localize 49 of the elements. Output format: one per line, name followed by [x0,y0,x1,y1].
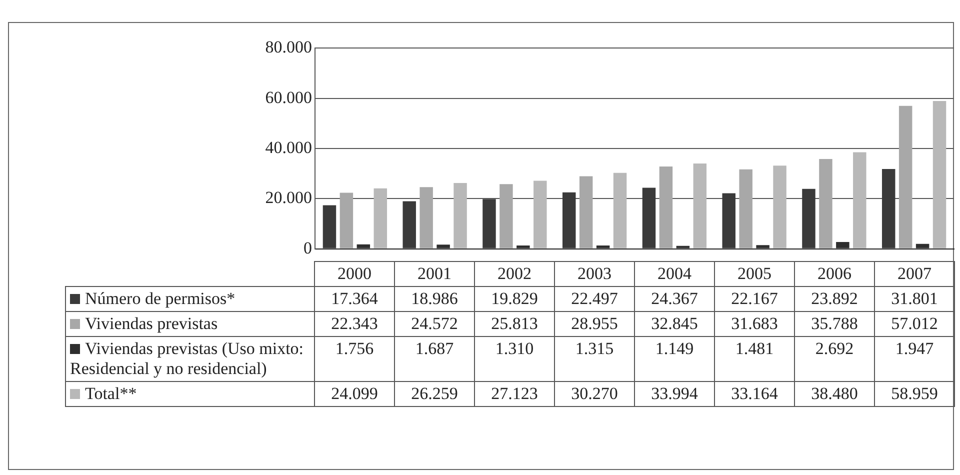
data-label: 27.123 [474,382,554,406]
data-label: 35.788 [794,312,874,336]
x-tick-label: 2006 [794,262,874,286]
data-label: 17.364 [314,286,394,312]
data-label: 24.099 [314,382,394,406]
data-label: 2.692 [794,336,874,382]
legend-label: Viviendas previstas [66,312,314,336]
data-label: 38.480 [794,382,874,406]
y-tick-label: 0 [304,238,312,258]
y-tick-label: 40.000 [265,138,312,157]
legend-label: Número de permisos* [66,286,314,312]
data-label: 58.959 [874,382,954,406]
y-tick-label: 60.000 [265,88,312,107]
data-label: 33.994 [634,382,714,406]
data-label: 31.801 [874,286,954,312]
y-tick-label: 80.000 [265,38,312,57]
data-label: 24.572 [394,312,474,336]
legend-label: Viviendas previstas (Uso mixto: Residencial y no residencial) [66,336,314,382]
data-label: 28.955 [554,312,634,336]
data-label: 33.164 [714,382,794,406]
data-label: 30.270 [554,382,634,406]
data-label: 25.813 [474,312,554,336]
data-label: 1.315 [554,336,634,382]
x-tick-label: 2007 [874,262,954,286]
data-label: 23.892 [794,286,874,312]
data-label: 32.845 [634,312,714,336]
data-label: 18.986 [394,286,474,312]
data-label: 31.683 [714,312,794,336]
data-label: 22.497 [554,286,634,312]
x-tick-label: 2004 [634,262,714,286]
legend-label: Total** [66,382,314,406]
data-label: 19.829 [474,286,554,312]
data-label: 1.310 [474,336,554,382]
y-tick-label: 20.000 [265,188,312,208]
x-tick-label: 2005 [714,262,794,286]
data-label: 1.149 [634,336,714,382]
data-label: 1.947 [874,336,954,382]
x-tick-label: 2000 [314,262,394,286]
data-label: 1.756 [314,336,394,382]
x-tick-label: 2001 [394,262,474,286]
data-label: 22.167 [714,286,794,312]
x-tick-label: 2003 [554,262,634,286]
data-label: 1.687 [394,336,474,382]
x-tick-label: 2002 [474,262,554,286]
data-label: 1.481 [714,336,794,382]
data-label: 26.259 [394,382,474,406]
data-label: 57.012 [874,312,954,336]
data-label: 24.367 [634,286,714,312]
data-label: 22.343 [314,312,394,336]
